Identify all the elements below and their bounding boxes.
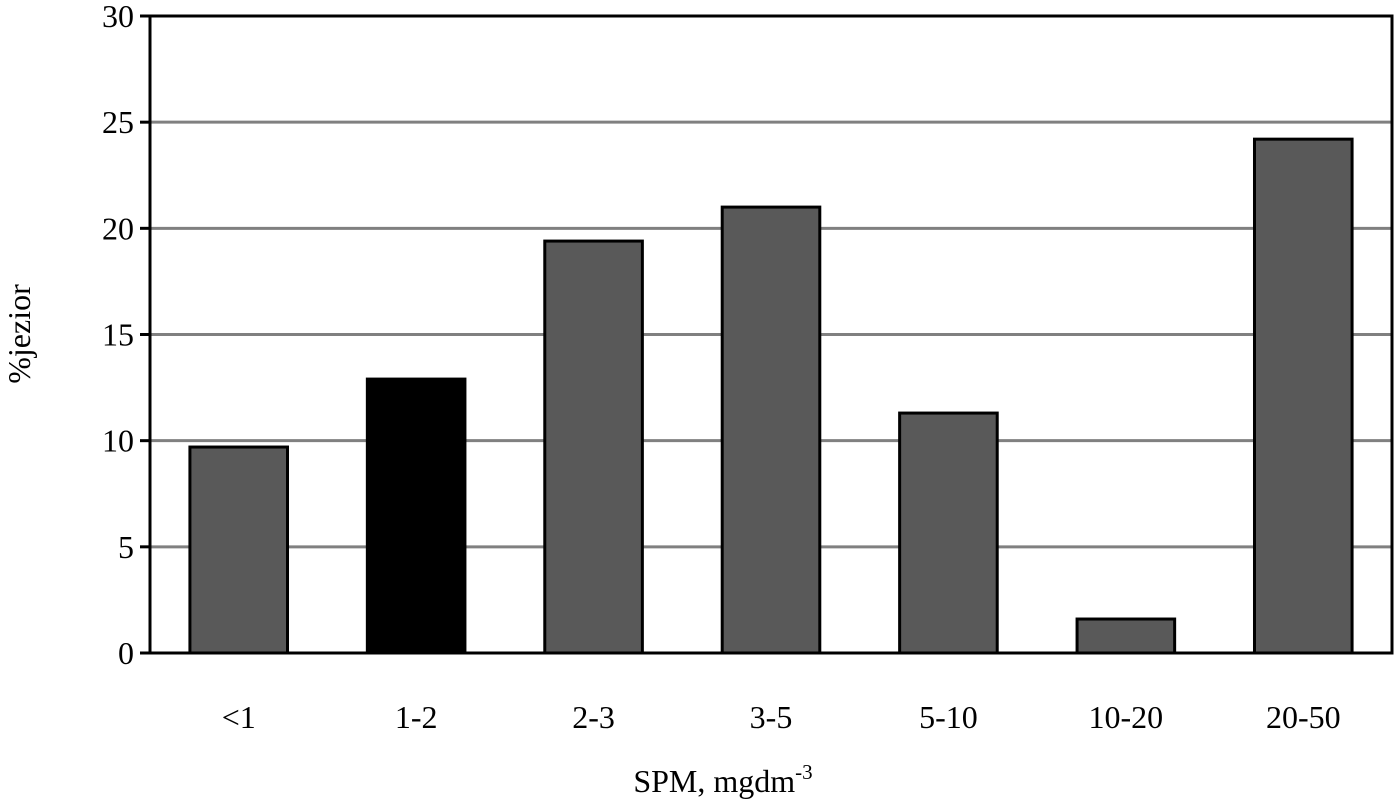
y-tick-label: 15 bbox=[102, 317, 134, 353]
x-axis-title-superscript: -3 bbox=[795, 760, 813, 784]
y-tick-label: 30 bbox=[102, 0, 134, 34]
bars bbox=[188, 137, 1354, 655]
bar-10-20 bbox=[1075, 617, 1177, 655]
x-axis-title-text: SPM, mgdm bbox=[633, 763, 795, 799]
x-tick-label: 5-10 bbox=[919, 699, 978, 735]
y-axis-title: %jezior bbox=[1, 284, 37, 384]
x-tick-label: 3-5 bbox=[750, 699, 793, 735]
bar-20-50 bbox=[1252, 137, 1354, 655]
x-tick-label: <1 bbox=[222, 699, 256, 735]
y-tick-label: 25 bbox=[102, 104, 134, 140]
x-tick-label: 20-50 bbox=[1266, 699, 1341, 735]
x-axis-title: SPM, mgdm-3 bbox=[633, 760, 812, 799]
y-tick-label: 0 bbox=[118, 635, 134, 671]
bar-3-5 bbox=[720, 205, 822, 655]
bar-5-10 bbox=[898, 411, 999, 655]
bar-1-2 bbox=[365, 377, 467, 655]
x-tick-label: 10-20 bbox=[1089, 699, 1164, 735]
x-tick-labels: <1 1-2 2-3 3-5 5-10 10-20 20-50 bbox=[222, 699, 1341, 735]
x-tick-label: 2-3 bbox=[572, 699, 615, 735]
y-tick-labels: 0 5 10 15 20 25 30 bbox=[102, 0, 150, 671]
x-tick-label: 1-2 bbox=[395, 699, 438, 735]
y-tick-label: 5 bbox=[118, 529, 134, 565]
bar-2-3 bbox=[543, 239, 644, 655]
bar-1 bbox=[188, 445, 290, 655]
y-tick-label: 20 bbox=[102, 210, 134, 246]
y-tick-label: 10 bbox=[102, 423, 134, 459]
